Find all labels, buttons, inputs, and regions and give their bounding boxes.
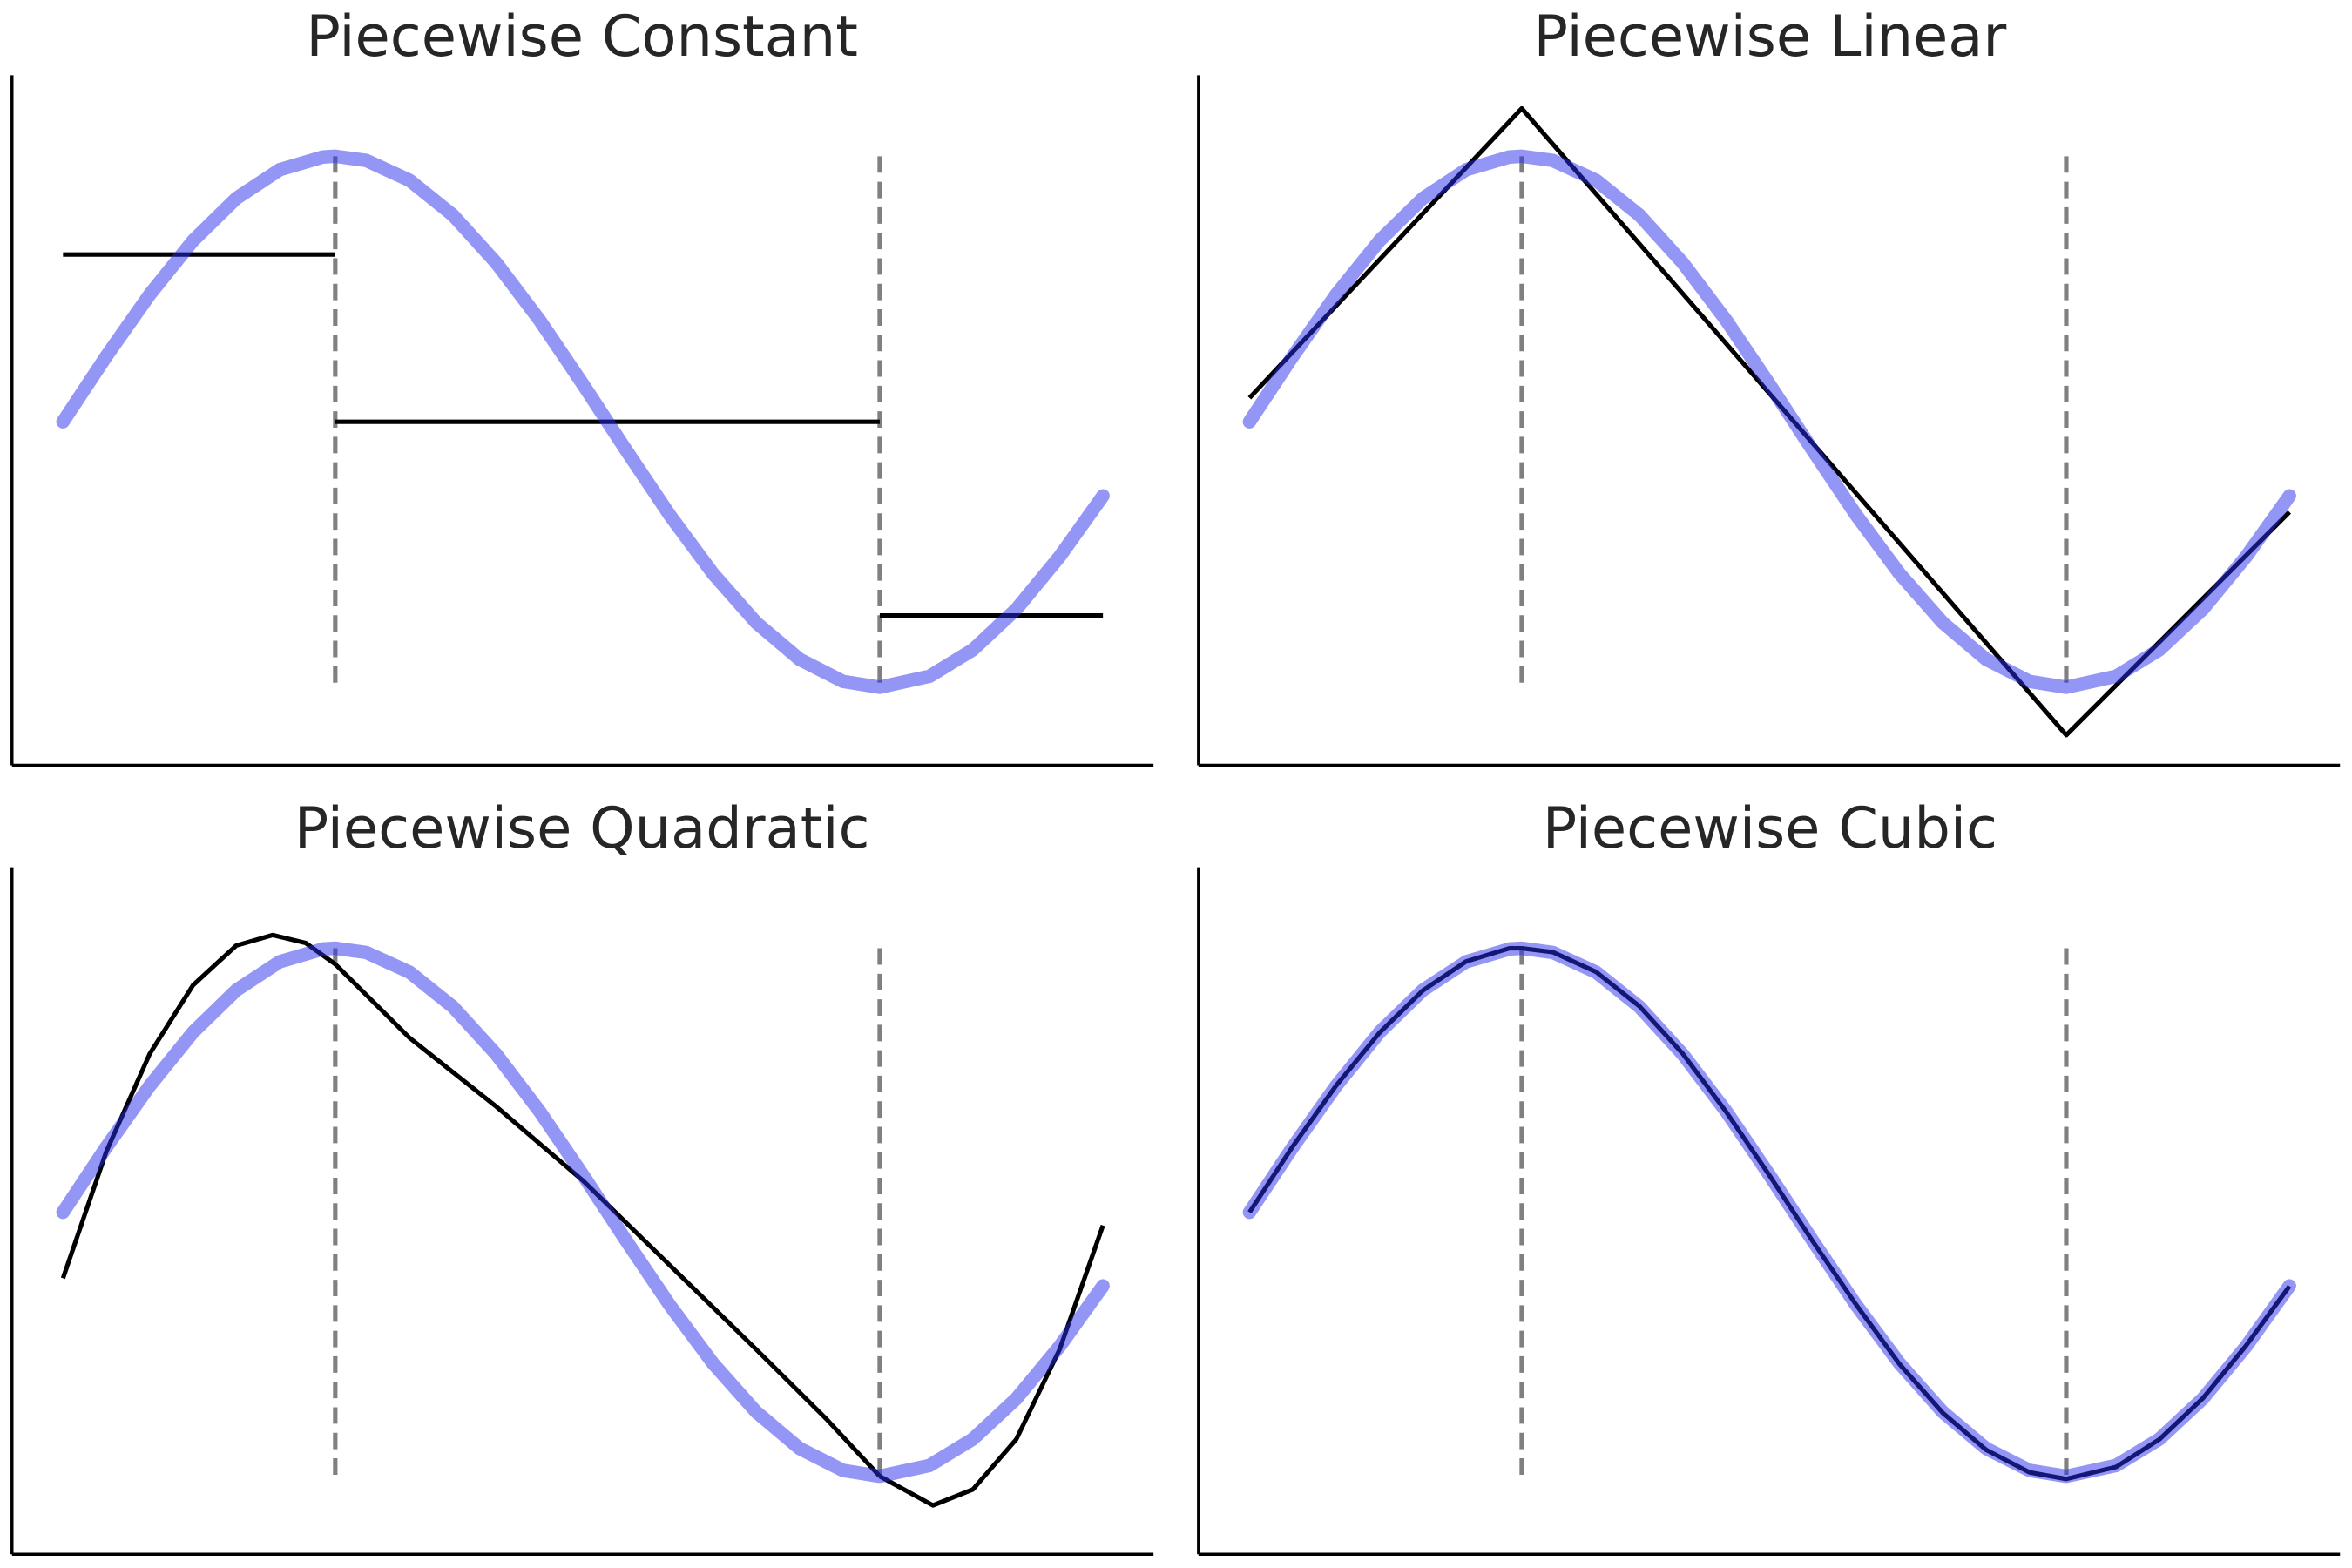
panel-title: Piecewise Cubic <box>1543 795 1997 862</box>
panel-piecewise-constant: Piecewise Constant <box>10 3 1154 767</box>
panel-title: Piecewise Linear <box>1533 3 2006 70</box>
fit-line <box>1247 105 2292 738</box>
panel-piecewise-quadratic: Piecewise Quadratic <box>10 795 1154 1556</box>
fit-line <box>334 962 882 1478</box>
panel-piecewise-linear: Piecewise Linear <box>1197 3 2341 767</box>
true-sine-curve <box>56 149 1110 694</box>
true-sine-curve <box>1242 941 2296 1484</box>
panel-title: Piecewise Quadratic <box>294 795 870 862</box>
panel-title: Piecewise Constant <box>306 3 858 70</box>
fit-line <box>60 932 337 1280</box>
panel-piecewise-cubic: Piecewise Cubic <box>1197 795 2341 1556</box>
true-sine-curve <box>1242 149 2296 694</box>
fit-line <box>1247 945 2292 1482</box>
true-sine-curve <box>56 941 1110 1484</box>
